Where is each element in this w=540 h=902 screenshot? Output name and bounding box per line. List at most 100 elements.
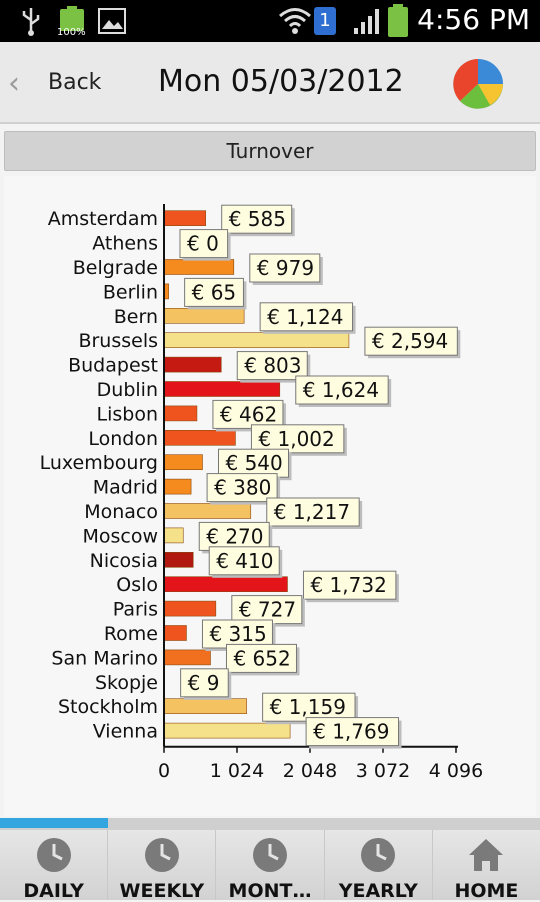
chevron-left-icon[interactable]: ‹ — [8, 66, 20, 101]
category-label: Bern — [114, 306, 158, 328]
bar — [163, 551, 194, 568]
nav-yearly-button[interactable]: YEARLY — [324, 830, 433, 902]
category-label: Lisbon — [97, 403, 159, 425]
data-label-box — [225, 643, 297, 673]
status-time: 4:56 PM — [417, 3, 530, 36]
data-label-box — [208, 546, 280, 576]
nav-daily-label: DAILY — [23, 880, 84, 902]
data-label-box — [364, 326, 458, 356]
data-label: € 0 — [187, 232, 219, 256]
data-label: € 315 — [209, 622, 266, 646]
bar — [163, 405, 198, 422]
x-tick-label: 0 — [158, 760, 170, 782]
nav-monthly-label: MONT… — [228, 880, 312, 902]
category-label: Budapest — [68, 355, 158, 377]
nav-home-button[interactable]: HOME — [432, 830, 540, 902]
bar — [163, 332, 350, 348]
data-label: € 1,732 — [310, 573, 386, 597]
data-label-box — [212, 399, 284, 429]
data-label: € 1,624 — [303, 378, 379, 402]
category-label: London — [88, 428, 158, 450]
nav-weekly-label: WEEKLY — [119, 880, 205, 902]
bar — [163, 478, 192, 495]
clock-icon — [144, 838, 179, 872]
usb-icon — [22, 8, 40, 36]
nav-monthly-button[interactable]: MONT… — [216, 830, 325, 902]
pie-chart-icon[interactable] — [450, 56, 506, 112]
category-label: Paris — [113, 599, 158, 621]
category-label: Nicosia — [90, 550, 158, 572]
category-label: Madrid — [93, 477, 158, 499]
bar — [163, 527, 184, 544]
data-label: € 65 — [192, 280, 237, 304]
battery-percent: 100% — [57, 27, 86, 38]
data-label-box — [184, 277, 244, 307]
data-label: € 1,769 — [313, 720, 389, 744]
category-label: Stockholm — [58, 696, 158, 718]
notification-count: 1 — [319, 10, 331, 31]
bar — [163, 430, 236, 446]
data-label: € 462 — [220, 402, 277, 426]
page-indicator-track — [0, 818, 540, 830]
data-label: € 585 — [229, 207, 286, 231]
bar — [163, 649, 211, 666]
data-label: € 803 — [244, 354, 301, 378]
notification-badge-icon: 1 — [314, 7, 336, 35]
section-title: Turnover — [226, 139, 314, 163]
image-icon — [98, 8, 126, 34]
data-label: € 1,217 — [274, 500, 350, 524]
data-label-box — [249, 253, 321, 283]
data-label: € 1,002 — [258, 427, 334, 451]
nav-home-label: HOME — [454, 880, 519, 902]
bar — [163, 381, 281, 397]
nav-weekly-button[interactable]: WEEKLY — [108, 830, 217, 902]
data-label: € 9 — [188, 671, 220, 695]
data-label-box — [250, 424, 345, 454]
data-label: € 1,159 — [270, 695, 346, 719]
turnover-chart: Amsterdam Athens Belgrade Berlin Bern Brussel… — [4, 176, 536, 816]
clock-icon — [36, 838, 71, 872]
category-label: Skopje — [95, 672, 158, 694]
back-button[interactable]: Back — [48, 70, 102, 95]
x-tick-label: 3 072 — [356, 760, 410, 782]
bar — [163, 259, 235, 275]
data-label-box — [221, 204, 293, 234]
clock-icon — [253, 838, 287, 872]
category-label: Belgrade — [73, 257, 158, 279]
x-tick-label: 4 096 — [429, 760, 483, 782]
data-label-box — [198, 521, 270, 551]
category-label: Athens — [92, 233, 158, 255]
page-indicator — [0, 818, 108, 828]
bar — [163, 356, 222, 373]
data-label-box — [231, 595, 303, 625]
data-label: € 410 — [216, 549, 273, 573]
data-label: € 979 — [257, 256, 314, 280]
data-label-box — [302, 570, 397, 600]
category-label: San Marino — [51, 647, 158, 669]
data-label-box — [295, 375, 389, 405]
bar — [163, 600, 217, 617]
section-header: Turnover — [4, 131, 536, 171]
bar — [163, 625, 187, 641]
signal-icon — [354, 9, 379, 34]
nav-daily-button[interactable]: DAILY — [0, 830, 109, 902]
bar — [163, 698, 247, 715]
data-label-box — [206, 473, 278, 503]
data-label: € 380 — [214, 476, 271, 500]
data-label-box — [180, 668, 229, 698]
category-label: Moscow — [82, 525, 158, 547]
data-label: € 540 — [225, 451, 282, 475]
header-bar: ‹ Back Mon 05/03/2012 — [0, 42, 540, 124]
bar — [163, 454, 203, 471]
data-label-box — [236, 351, 308, 381]
data-label-box — [179, 229, 229, 259]
x-tick-label: 1 024 — [210, 760, 264, 782]
bar — [163, 576, 288, 593]
category-label: Brussels — [78, 330, 158, 352]
x-tick-label: 2 048 — [283, 760, 337, 782]
data-label: € 727 — [239, 598, 296, 622]
status-bar: 100% 1 4:56 PM — [0, 0, 540, 42]
page-title: Mon 05/03/2012 — [158, 64, 404, 99]
category-label: Luxembourg — [40, 452, 158, 474]
